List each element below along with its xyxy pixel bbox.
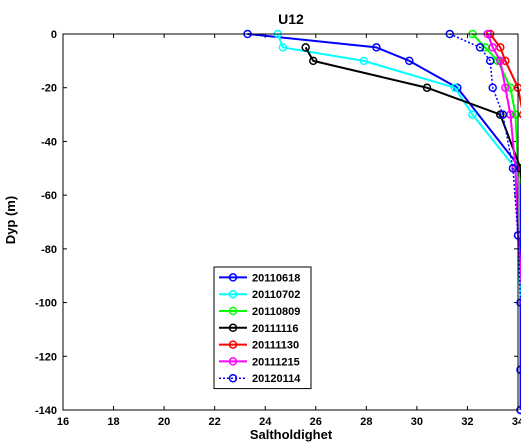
legend-swatch-marker xyxy=(228,340,238,349)
chart-title: U12 xyxy=(278,11,304,27)
legend-swatch-marker xyxy=(228,306,238,316)
data-point-marker xyxy=(475,43,485,52)
x-axis-label: Saltholdighet xyxy=(250,427,333,442)
data-point-marker xyxy=(488,83,497,92)
legend-swatch-marker xyxy=(228,373,238,383)
data-point-marker xyxy=(496,56,505,66)
legend-entry: 20120114 xyxy=(219,373,301,385)
data-point-marker xyxy=(488,43,497,52)
x-tick-label: 20 xyxy=(158,416,170,428)
series-line xyxy=(304,46,521,188)
series-20111116 xyxy=(301,43,521,188)
x-tick-label: 32 xyxy=(461,416,473,428)
series-line xyxy=(276,33,521,303)
x-tick-label: 28 xyxy=(360,416,372,428)
x-tick-label: 26 xyxy=(310,416,322,428)
data-point-marker xyxy=(518,110,521,119)
legend-label: 20110702 xyxy=(252,289,300,301)
x-tick-label: 16 xyxy=(57,416,69,428)
data-point-marker xyxy=(359,56,369,66)
data-point-marker xyxy=(496,110,505,119)
x-tick-label: 22 xyxy=(209,416,221,428)
data-point-marker xyxy=(278,43,288,52)
data-point-marker xyxy=(508,164,518,173)
data-point-marker xyxy=(518,298,521,307)
y-tick-label: -120 xyxy=(35,351,57,363)
data-point-marker xyxy=(422,83,432,92)
y-tick-label: -20 xyxy=(41,83,57,95)
data-point-marker xyxy=(372,43,381,52)
x-tick-label: 18 xyxy=(107,416,119,428)
data-point-marker xyxy=(405,56,414,66)
legend-entry: 20111130 xyxy=(219,340,299,352)
axis-ticks: 16 18 20 22 24 26 28 30 32 34 0 -20 -40 -60 -80 -100 -12… xyxy=(35,29,521,428)
legend-swatch-marker xyxy=(228,273,238,282)
legend-swatch-marker xyxy=(228,357,238,366)
data-point-marker xyxy=(511,164,520,173)
x-tick-label: 30 xyxy=(411,416,423,428)
series-20110702 xyxy=(273,29,521,307)
legend-label: 20110809 xyxy=(252,306,300,318)
legend-label: 20111215 xyxy=(252,356,300,368)
x-tick-label: 34 xyxy=(512,416,521,428)
legend-swatch-marker xyxy=(228,323,238,333)
data-point-marker xyxy=(468,110,477,119)
x-tick-label: 24 xyxy=(259,416,272,428)
legend-entry: 20111215 xyxy=(219,356,300,368)
data-point-marker xyxy=(501,83,510,92)
y-axis-label: Dyp (m) xyxy=(3,196,18,244)
legend-entry: 20111116 xyxy=(219,323,299,335)
data-point-marker xyxy=(450,83,460,92)
legend-label: 20111130 xyxy=(252,340,299,352)
legend-entry: 20110809 xyxy=(219,306,300,318)
data-point-marker xyxy=(498,110,508,119)
data-point-marker xyxy=(301,43,310,52)
legend-label: 20111116 xyxy=(252,323,299,335)
legend: 20110618 20110702 20110809 20111116 20111130… xyxy=(213,266,312,390)
legend-entry: 20110618 xyxy=(219,272,300,284)
series-20111215 xyxy=(483,29,521,307)
y-tick-label: -80 xyxy=(41,244,57,256)
y-tick-label: 0 xyxy=(51,29,57,41)
data-point-marker xyxy=(309,56,318,66)
data-point-marker xyxy=(501,56,510,66)
legend-label: 20120114 xyxy=(252,373,301,385)
legend-swatch-marker xyxy=(228,289,238,299)
legend-label: 20110618 xyxy=(252,272,300,284)
y-tick-label: -140 xyxy=(35,405,57,417)
series-line xyxy=(471,33,521,187)
y-tick-label: -60 xyxy=(41,190,57,202)
data-point-marker xyxy=(485,56,495,66)
plot-frame xyxy=(62,33,519,411)
y-tick-label: -40 xyxy=(41,136,57,148)
y-tick-label: -100 xyxy=(35,298,57,310)
legend-entry: 20110702 xyxy=(219,289,300,301)
series-line xyxy=(486,33,521,289)
